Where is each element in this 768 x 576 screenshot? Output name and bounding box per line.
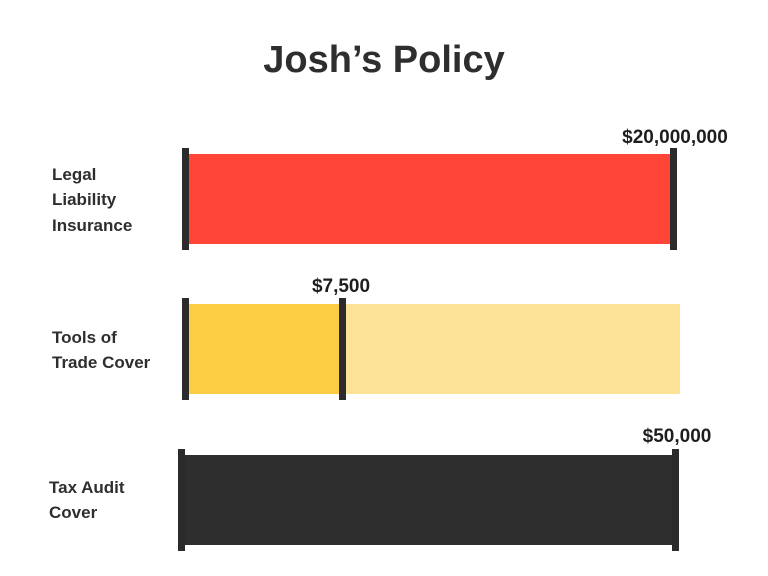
category-label-1-line-2: Liability bbox=[52, 190, 117, 209]
value-label-3: $50,000 bbox=[643, 426, 712, 447]
bar-value-marker-3 bbox=[672, 449, 679, 551]
chart-title: Josh’s Policy bbox=[263, 39, 504, 81]
bar-value-marker-2 bbox=[339, 298, 346, 400]
bar-3 bbox=[182, 455, 677, 545]
bar-start-marker-1 bbox=[182, 148, 189, 250]
bar-value-marker-1 bbox=[670, 148, 677, 250]
bar-2 bbox=[186, 304, 339, 394]
category-label-3-line-1: Tax Audit bbox=[49, 478, 125, 497]
category-label-1-line-3: Insurance bbox=[52, 216, 132, 235]
category-label-2-line-2: Trade Cover bbox=[52, 353, 151, 372]
category-label-1-line-1: Legal bbox=[52, 165, 96, 184]
category-label-2-line-1: Tools of bbox=[52, 328, 117, 347]
value-label-2: $7,500 bbox=[312, 276, 370, 297]
category-label-3-line-2: Cover bbox=[49, 503, 98, 522]
value-label-1: $20,000,000 bbox=[622, 127, 728, 148]
bar-1 bbox=[186, 154, 675, 244]
bar-start-marker-3 bbox=[178, 449, 185, 551]
bar-start-marker-2 bbox=[182, 298, 189, 400]
bar-rows: $20,000,000 Legal Liability Insurance $7,500… bbox=[49, 127, 728, 551]
